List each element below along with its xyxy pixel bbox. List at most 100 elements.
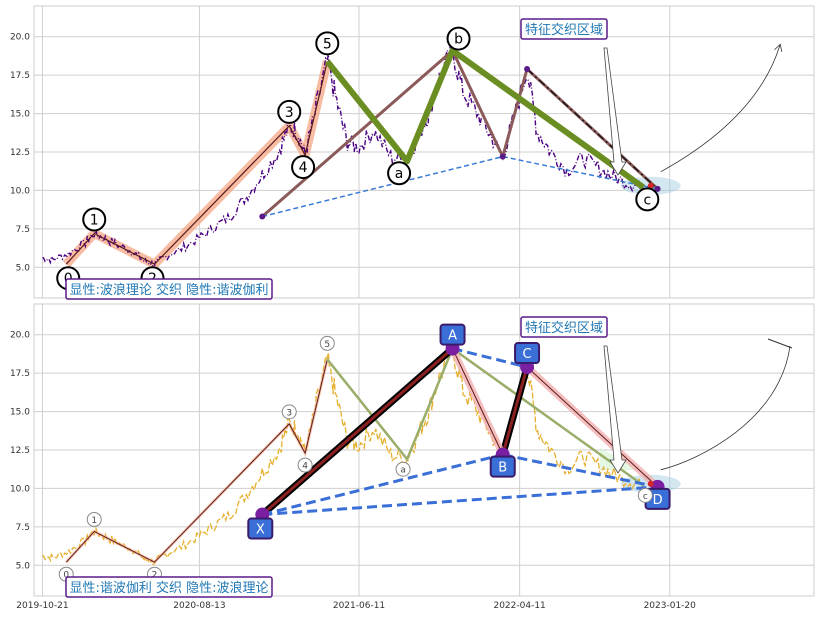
- harmonic-leg: [261, 347, 454, 516]
- wave-label-circle: [291, 155, 316, 180]
- zone-center-point: [647, 480, 654, 487]
- harmonic-label-text: X: [256, 523, 265, 538]
- impulse-wave-line: [65, 359, 328, 563]
- wave-label-text: 5: [324, 340, 330, 350]
- top-zone-label: 特征交织区域: [520, 18, 608, 40]
- projection-arrow-head: [767, 338, 793, 349]
- x-tick-labels: 2019-10-21 2020-08-13 2021-06-11 2022-04-11…: [16, 601, 696, 611]
- harmonic-dashed-line: [502, 453, 658, 489]
- xbd-dashed-line: [262, 155, 658, 218]
- wave-label-text: c: [643, 192, 651, 208]
- correction-wave-line: [326, 346, 645, 487]
- wave-label-circle: [281, 404, 297, 420]
- price-line: [42, 340, 644, 566]
- wave-label-text: 3: [286, 408, 292, 418]
- harmonic-label-text: A: [448, 329, 457, 344]
- y-tick-label: 15.0: [10, 408, 30, 418]
- bottom-grid: [34, 304, 814, 596]
- harmonic-dashed-line: [262, 485, 658, 517]
- wave-label-text: a: [395, 166, 404, 182]
- wave-label-circle: [635, 187, 660, 212]
- y-tick-label: 17.5: [10, 369, 30, 379]
- y-tick-label: 5.0: [16, 561, 31, 571]
- harmonic-label-text: C: [523, 347, 532, 362]
- harmonic-label-box: [247, 517, 274, 540]
- x-tick-label: 2020-08-13: [173, 601, 225, 611]
- wave-label-text: 5: [323, 36, 332, 52]
- bottom-panel: 5.0 7.5 10.0 12.5 15.0 17.5 20.0 X A B C D 0 1 2 3 4 5 a c…: [10, 303, 815, 598]
- wave-label-text: 3: [285, 105, 294, 121]
- wave-label-circle: [315, 31, 340, 56]
- harmonic-leg: [526, 366, 658, 488]
- cd-dashdot-line: [526, 68, 659, 190]
- price-line: [42, 42, 644, 268]
- wave-label-text: c: [643, 492, 648, 502]
- bottom-zone-label: 特征交织区域: [520, 316, 608, 338]
- wave-label-text: 0: [63, 571, 69, 581]
- harmonic-label-box: [489, 455, 516, 478]
- harmonic-dashed-line: [452, 347, 528, 369]
- y-tick-label: 5.0: [16, 263, 31, 273]
- wave-label-text: a: [400, 466, 406, 476]
- bottom-caption-text: 显性:谐波伽利 交织 隐性:波浪理论: [69, 580, 268, 596]
- wave-label-text: 4: [302, 462, 308, 472]
- pointer-arrow: [603, 47, 627, 176]
- harmonic-leg: [452, 348, 504, 455]
- bottom-caption: 显性:谐波伽利 交织 隐性:波浪理论: [65, 576, 273, 598]
- y-tick-label: 7.5: [16, 523, 30, 533]
- bottom-content: X A B C D 0 1 2 3 4 5 a c: [42, 323, 793, 582]
- y-tick-label: 17.5: [10, 71, 30, 81]
- harmonic-label-text: B: [498, 461, 507, 476]
- x-tick-label: 2023-01-20: [644, 601, 697, 611]
- top-zone-text: 特征交织区域: [525, 22, 603, 38]
- y-tick-label: 20.0: [10, 33, 30, 43]
- x-tick-label: 2022-04-11: [493, 601, 545, 611]
- wave-label-circle: [395, 461, 411, 477]
- harmonic-point: [524, 66, 531, 73]
- x-tick-label: 2021-06-11: [333, 601, 385, 611]
- impulse-wave-line: [65, 61, 328, 265]
- harmonic-label-text: D: [653, 493, 663, 508]
- zone-center-point: [647, 182, 654, 189]
- wave-label-circle: [387, 161, 412, 186]
- wave-label-text: 4: [299, 160, 308, 176]
- top-caption: 显性:波浪理论 交织 隐性:谐波伽利: [65, 278, 273, 300]
- top-caption-text: 显性:波浪理论 交织 隐性:谐波伽利: [69, 282, 268, 298]
- wave-label-text: 1: [90, 212, 99, 228]
- top-y-tick-labels: 5.0 7.5 10.0 12.5 15.0 17.5 20.0: [10, 33, 30, 274]
- wave-label-text: 1: [91, 516, 97, 526]
- projection-arrow: [660, 45, 780, 173]
- wave-label-circle: [446, 26, 471, 51]
- harmonic-point: [499, 153, 506, 160]
- wave-label-circle: [297, 457, 313, 473]
- top-panel: 5.07.510.012.515.017.520.0 012345abc 特征交…: [10, 5, 815, 300]
- top-content: 012345abc: [42, 26, 781, 291]
- y-tick-label: 12.5: [10, 148, 30, 158]
- harmonic-point: [259, 213, 266, 220]
- wave-label-circle: [319, 335, 335, 351]
- harmonic-label-box: [439, 323, 466, 346]
- projection-arrow: [660, 345, 791, 471]
- harmonic-point: [654, 185, 661, 192]
- bottom-y-tick-labels: 5.0 7.5 10.0 12.5 15.0 17.5 20.0: [10, 331, 30, 572]
- wave-label-circle: [277, 99, 302, 124]
- y-tick-label: 12.5: [10, 446, 30, 456]
- y-tick-label: 20.0: [10, 331, 30, 341]
- y-tick-label: 10.0: [10, 484, 30, 494]
- wave-label-text: 2: [152, 571, 158, 581]
- x-tick-label: 2019-10-21: [16, 601, 68, 611]
- y-tick-label: 15.0: [10, 110, 30, 120]
- wave-label-circle: [86, 511, 102, 527]
- pointer-arrow: [603, 345, 627, 474]
- harmonic-label-box: [514, 342, 541, 365]
- wave-label-circle: [637, 487, 653, 503]
- y-tick-label: 7.5: [16, 225, 30, 235]
- harmonic-leg: [501, 366, 529, 456]
- wave-label-circle: [82, 207, 107, 232]
- harmonic-dashed-line: [261, 453, 504, 517]
- bottom-zone-text: 特征交织区域: [525, 320, 603, 336]
- wave-label-text: b: [454, 32, 463, 48]
- correction-wave-line: [324, 47, 646, 190]
- y-tick-label: 10.0: [10, 186, 30, 196]
